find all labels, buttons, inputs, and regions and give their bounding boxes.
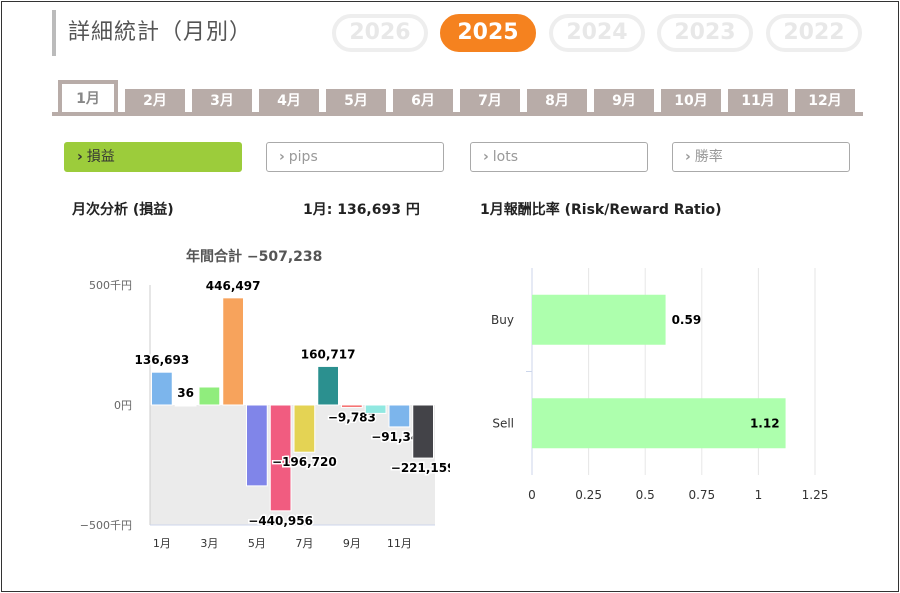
data-label: 1.12 <box>750 416 780 430</box>
bar-month-10 <box>364 404 387 414</box>
metric-label: pips <box>288 149 318 165</box>
metric-label: lots <box>492 149 519 165</box>
tab-month-10[interactable]: 10月 <box>661 89 721 113</box>
metric-button-lots[interactable]: › lots <box>470 142 648 172</box>
title-accent-bar <box>52 10 56 56</box>
metric-button-pnl[interactable]: › 損益 <box>64 142 242 172</box>
chevron-right-icon: › <box>77 149 83 165</box>
month-summary: 1月: 136,693 円 <box>303 202 420 218</box>
bar-month-9 <box>341 404 363 408</box>
data-label: −440,956 <box>248 514 313 528</box>
risk-reward-chart: 0 0.25 0.5 0.75 1 1.25 Buy 0.59 Sell 1.12 <box>491 268 829 502</box>
x-tick-label: 3月 <box>200 537 218 550</box>
y-tick-label: 0円 <box>114 399 132 412</box>
tab-month-4[interactable]: 4月 <box>259 89 319 113</box>
tab-month-12[interactable]: 12月 <box>795 89 855 113</box>
y-tick-label: 500千円 <box>89 279 132 292</box>
annual-total: 年間合計 −507,238 <box>186 249 323 265</box>
x-tick-label: 0.25 <box>575 488 602 502</box>
x-tick-label: 0 <box>528 488 536 502</box>
metric-label: 勝率 <box>694 149 723 165</box>
x-tick-label: 1.25 <box>802 488 829 502</box>
tab-month-2[interactable]: 2月 <box>125 89 185 113</box>
category-label: Sell <box>492 416 514 430</box>
x-tick-label: 7月 <box>295 537 313 550</box>
bar-month-1 <box>151 371 173 406</box>
bar-month-4 <box>222 297 244 406</box>
metric-label: 損益 <box>86 149 115 165</box>
tab-month-6[interactable]: 6月 <box>393 89 453 113</box>
year-button-2024[interactable]: 2024 <box>549 14 645 52</box>
page-title: 詳細統計（月別） <box>68 20 253 45</box>
chevron-right-icon: › <box>279 149 285 165</box>
metric-button-pips[interactable]: › pips <box>266 142 444 172</box>
tab-month-5[interactable]: 5月 <box>326 89 386 113</box>
bar-month-7 <box>293 404 316 453</box>
tab-month-1[interactable]: 1月 <box>58 80 118 116</box>
bar-month-8 <box>317 365 339 406</box>
year-button-2025[interactable]: 2025 <box>440 14 536 52</box>
bar-month-2 <box>174 404 197 407</box>
bar-month-12 <box>412 404 434 459</box>
data-label: −221,159 <box>391 461 450 475</box>
x-tick-label: 11月 <box>387 537 412 550</box>
bar-month-11 <box>388 404 411 428</box>
tab-month-8[interactable]: 8月 <box>527 89 587 113</box>
category-label: Buy <box>491 313 514 327</box>
data-label: 36 <box>177 386 194 400</box>
rr-bar-buy <box>532 294 666 345</box>
chevron-right-icon: › <box>483 149 489 165</box>
data-label: −9,783 <box>328 410 376 424</box>
chevron-right-icon: › <box>685 149 691 165</box>
tab-month-7[interactable]: 7月 <box>460 89 520 113</box>
x-tick-label: 0.75 <box>688 488 715 502</box>
month-tabs-underline <box>52 112 863 116</box>
x-tick-label: 5月 <box>248 537 266 550</box>
rr-bar-sell <box>532 398 786 449</box>
y-tick-label: −500千円 <box>80 519 132 532</box>
data-label: −196,720 <box>272 455 337 469</box>
x-tick-label: 1月 <box>153 537 171 550</box>
tab-month-9[interactable]: 9月 <box>594 89 654 113</box>
bar-month-6 <box>269 404 292 512</box>
year-button-2022[interactable]: 2022 <box>766 14 862 52</box>
x-tick-label: 0.5 <box>636 488 655 502</box>
tab-month-11[interactable]: 11月 <box>728 89 788 113</box>
year-button-2026[interactable]: 2026 <box>332 14 428 52</box>
bar-month-3 <box>198 386 221 406</box>
data-label: 446,497 <box>206 279 261 293</box>
rr-ratio-title: 1月報酬比率 (Risk/Reward Ratio) <box>480 202 722 218</box>
metric-button-winrate[interactable]: › 勝率 <box>672 142 850 172</box>
data-label: 136,693 <box>135 353 190 367</box>
year-button-2023[interactable]: 2023 <box>657 14 753 52</box>
bar-month-5 <box>246 404 268 487</box>
x-tick-label: 1 <box>755 488 763 502</box>
tab-month-3[interactable]: 3月 <box>192 89 252 113</box>
x-tick-label: 9月 <box>343 537 361 550</box>
monthly-pnl-chart: 500千円 0円 −500千円 136,693 36 446,497 −440,956 −19… <box>80 277 450 550</box>
monthly-analysis-title: 月次分析 (損益) <box>72 202 174 218</box>
data-label: 160,717 <box>301 347 356 361</box>
data-label: 0.59 <box>672 313 702 327</box>
negative-zone <box>150 405 435 525</box>
